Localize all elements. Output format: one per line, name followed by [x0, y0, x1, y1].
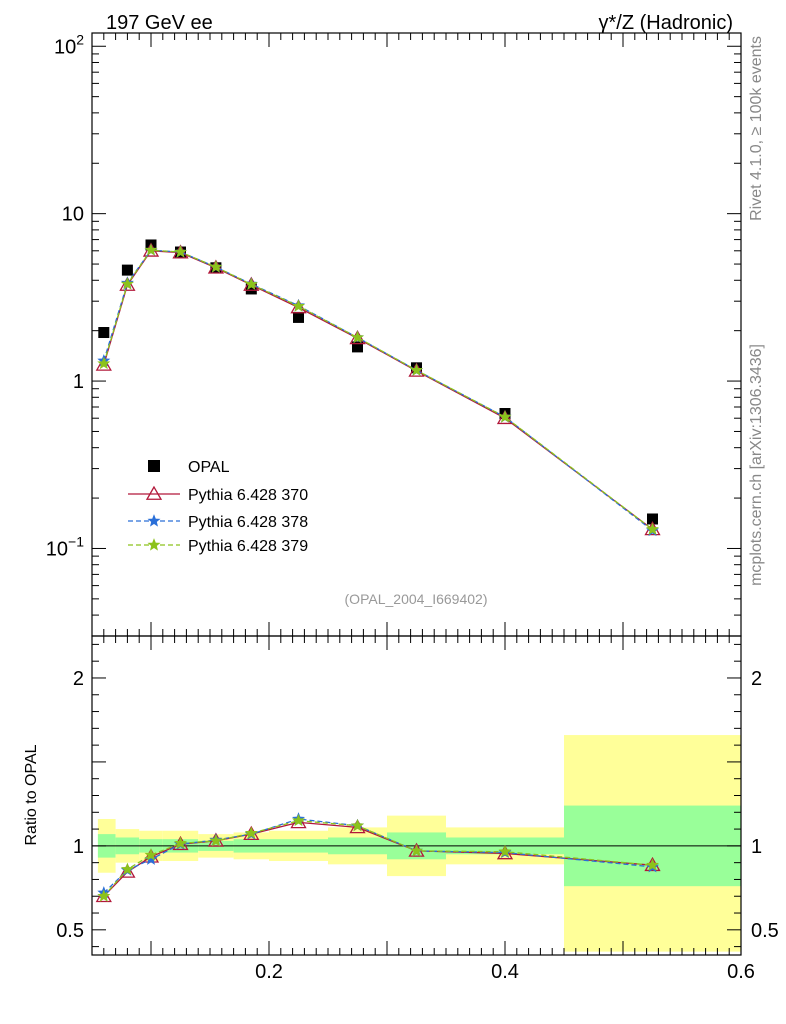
- legend-marker-star: [147, 538, 161, 551]
- series-2: [97, 243, 659, 537]
- data-point-opal: [293, 311, 304, 323]
- ratio-point-star: [97, 889, 111, 902]
- data-point-triangle: [290, 299, 307, 314]
- ratio-y-tick-label: 1: [73, 836, 84, 858]
- header-left: 197 GeV ee: [106, 12, 213, 34]
- legend-entry: OPAL: [148, 459, 230, 476]
- ratio-y-tick-label: 2: [73, 668, 84, 690]
- data-point-star: [292, 299, 305, 312]
- ratio-x-tick-label: 0.2: [255, 961, 283, 983]
- main-y-tick-label: 1: [73, 371, 84, 393]
- ratio-x-tick-labels: 0.2 0.4 0.6: [255, 961, 755, 983]
- main-series: [95, 239, 661, 537]
- ratio-point-star: [351, 818, 364, 832]
- data-point-opal: [245, 283, 257, 295]
- legend-entry: Pythia 6.428 379: [128, 538, 308, 555]
- series-1: [95, 242, 661, 536]
- data-point-star: [144, 243, 158, 256]
- ratio-y-tick-label-right: 2: [751, 668, 762, 690]
- main-axis-ticks: [91, 33, 742, 637]
- data-point-star: [351, 330, 364, 344]
- legend-entry: Pythia 6.428 370: [128, 485, 308, 504]
- data-point-star: [498, 410, 512, 423]
- legend-label: Pythia 6.428 379: [188, 538, 308, 555]
- ratio-point-star: [120, 862, 134, 875]
- main-y-tick-label: 10−1: [46, 533, 84, 560]
- ratio-point-star: [209, 833, 223, 847]
- ratio-y-label: Ratio to OPAL: [23, 744, 40, 845]
- data-point-opal: [647, 513, 658, 525]
- series-3: [97, 243, 659, 535]
- legend-label: OPAL: [188, 459, 230, 476]
- ratio-y-tick-label-right: 1: [751, 836, 762, 858]
- mcplots-label: mcplots.cern.ch [arXiv:1306.3436]: [748, 344, 765, 586]
- data-point-star: [97, 356, 111, 370]
- legend-marker-opal: [148, 460, 160, 472]
- ratio-axis-ticks: [91, 636, 742, 955]
- ratio-point-star: [646, 858, 659, 871]
- analysis-tag: (OPAL_2004_I669402): [345, 591, 488, 607]
- ratio-series: [95, 812, 661, 903]
- header-right: γ*/Z (Hadronic): [599, 12, 733, 34]
- series-line: [103, 249, 653, 530]
- ratio-point-star: [144, 848, 158, 861]
- ratio-y-tick-labels: 0.5 0.5 1 1 2 2: [56, 668, 779, 942]
- ratio-y-tick-label-right: 0.5: [751, 920, 779, 942]
- ratio-series-2: [97, 813, 659, 902]
- legend-marker-star: [147, 514, 161, 527]
- data-point-star: [244, 277, 258, 290]
- legend-label: Pythia 6.428 378: [188, 514, 308, 531]
- data-point-star: [209, 260, 223, 273]
- data-point-star: [646, 522, 659, 535]
- series-line: [103, 249, 653, 532]
- ratio-point-star: [292, 813, 305, 827]
- main-y-tick-label: 10: [62, 204, 84, 226]
- legend-entry: Pythia 6.428 378: [128, 514, 308, 531]
- ratio-point-star: [174, 836, 187, 849]
- ratio-point-triangle: [119, 863, 136, 878]
- data-point-opal: [98, 327, 110, 339]
- legend: OPAL Pythia 6.428 370 Pythia 6.428 378 Pyth…: [128, 459, 308, 555]
- ratio-panel: 0.5 0.5 1 1 2 2 0.2 0.4 0.6 Ratio to OPAL: [23, 635, 779, 983]
- main-y-tick-labels: 10−1 1 10 102: [46, 31, 84, 560]
- ratio-x-tick-label: 0.6: [727, 961, 755, 983]
- data-point-star: [174, 245, 187, 258]
- main-panel: 10−1 1 10 102 OPAL Pythia 6.428 370 Pythia 6.…: [46, 31, 742, 637]
- data-point-star: [410, 363, 423, 376]
- ratio-point-star: [410, 844, 423, 857]
- rivet-label: Rivet 4.1.0, ≥ 100k events: [748, 36, 765, 221]
- legend-label: Pythia 6.428 370: [188, 487, 308, 504]
- ratio-y-tick-label: 0.5: [56, 920, 84, 942]
- ratio-point-star: [244, 826, 258, 839]
- data-point-star: [120, 277, 134, 290]
- main-y-tick-label: 102: [54, 31, 84, 58]
- data-point-opal: [121, 264, 133, 276]
- data-point-opal: [352, 341, 363, 353]
- ratio-line: [103, 820, 653, 897]
- ratio-x-tick-label: 0.4: [491, 961, 519, 983]
- series-0: [98, 239, 658, 525]
- ratio-point-star: [498, 844, 512, 858]
- series-line: [103, 250, 653, 530]
- legend-marker-triangle: [145, 485, 163, 500]
